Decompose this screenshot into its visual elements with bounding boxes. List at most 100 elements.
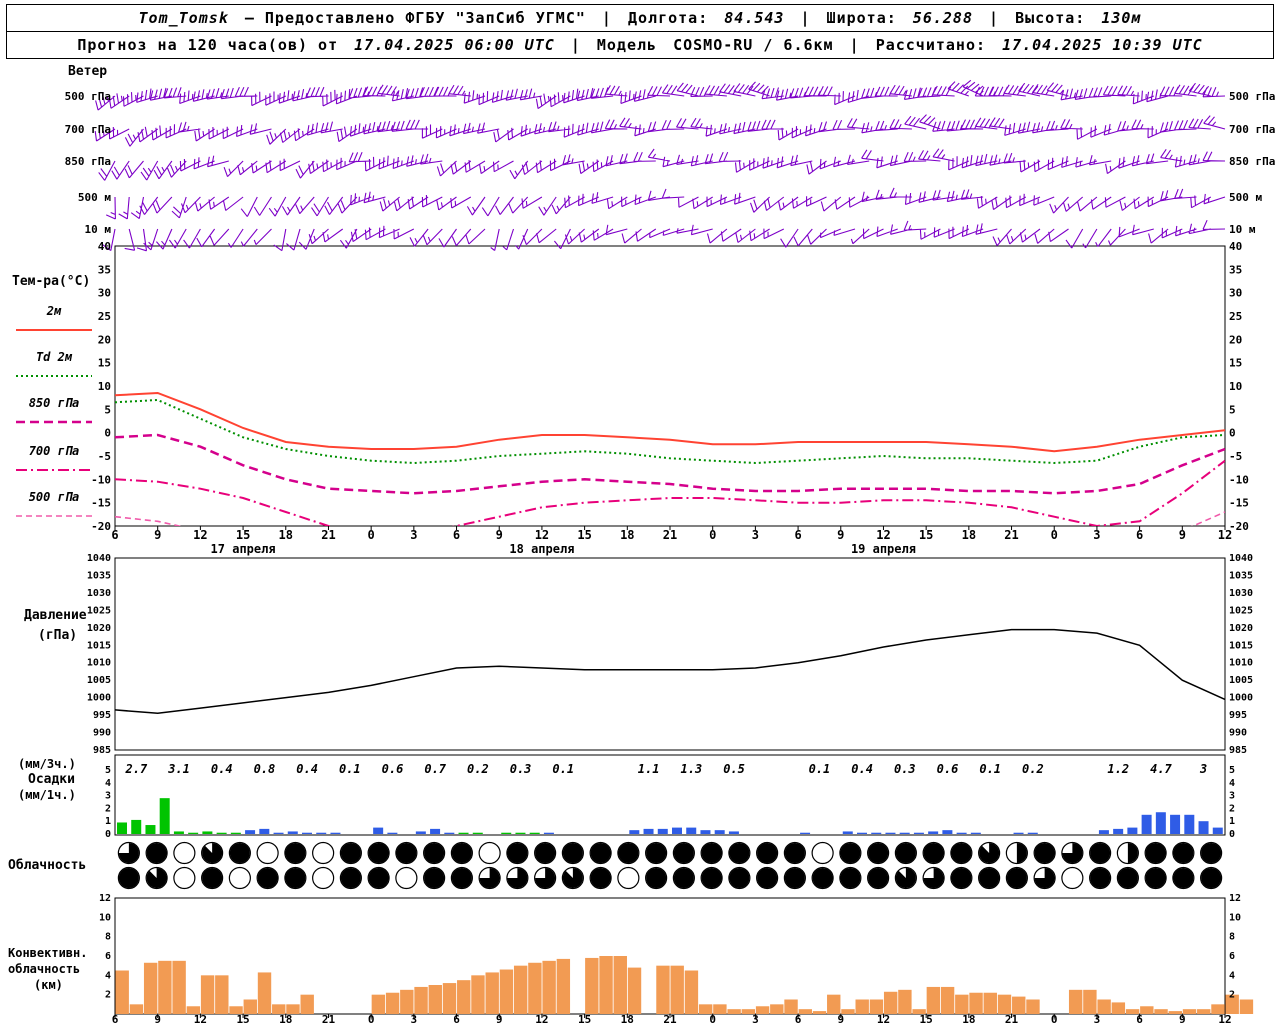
wind-barbs-500 м — [105, 187, 1226, 220]
svg-text:12: 12 — [193, 528, 207, 542]
pressure-label: Давление — [24, 608, 87, 623]
svg-text:1.2: 1.2 — [1107, 762, 1129, 776]
precip-bar — [942, 830, 953, 834]
svg-text:8: 8 — [105, 932, 111, 943]
conv-cloud-bar — [1068, 989, 1083, 1014]
precip-bar — [1113, 828, 1124, 834]
svg-text:500 м: 500 м — [1229, 191, 1262, 204]
svg-text:1040: 1040 — [1229, 553, 1253, 564]
svg-text:2: 2 — [105, 803, 111, 814]
svg-text:12: 12 — [535, 1013, 548, 1024]
precip-bar — [629, 830, 640, 834]
conv-cloud-bar — [798, 1009, 812, 1014]
svg-text:25: 25 — [1229, 310, 1242, 323]
svg-text:21: 21 — [322, 1013, 336, 1024]
svg-text:12: 12 — [1218, 1013, 1231, 1024]
conv-cloud-bar — [257, 972, 272, 1014]
svg-text:6: 6 — [794, 528, 801, 542]
svg-text:0.1: 0.1 — [339, 762, 361, 776]
svg-text:9: 9 — [837, 528, 844, 542]
svg-text:1025: 1025 — [87, 605, 111, 616]
legend-line-sample — [16, 375, 92, 377]
temp-series-2м — [115, 391, 1225, 453]
conv-cloud-bar — [883, 991, 898, 1014]
svg-text:15: 15 — [1229, 357, 1242, 370]
svg-text:700 гПа: 700 гПа — [1229, 123, 1275, 136]
conv-cloud-bar — [1012, 996, 1026, 1014]
conv-cloud-bar — [940, 986, 955, 1014]
precip-bar — [472, 832, 483, 834]
conv-cloud-bar — [457, 980, 471, 1014]
conv-cloud-bar — [129, 1004, 144, 1014]
precip-bar — [515, 832, 526, 834]
svg-text:17 апреля: 17 апреля — [211, 542, 276, 556]
longitude-value: 84.543 — [724, 9, 785, 27]
altitude-value: 130м — [1101, 9, 1142, 27]
svg-text:2: 2 — [105, 990, 111, 1001]
precip-bar — [245, 830, 256, 834]
conv-cloud-bar — [912, 1009, 926, 1014]
precip-bar — [1127, 827, 1138, 834]
svg-text:12: 12 — [877, 1013, 890, 1024]
svg-text:10: 10 — [98, 380, 111, 393]
svg-text:3: 3 — [752, 1013, 759, 1024]
precip-bar — [543, 832, 554, 834]
svg-text:5: 5 — [104, 403, 111, 416]
svg-text:0.8: 0.8 — [254, 762, 276, 776]
svg-text:0.6: 0.6 — [937, 762, 959, 776]
separator: | — [570, 36, 581, 54]
precip-3h-unit-label: (мм/3ч.) — [18, 757, 76, 771]
svg-text:9: 9 — [154, 1013, 161, 1024]
conv-panel-label-1: Конвективн. — [8, 946, 88, 960]
conv-cloud-bar — [229, 1006, 243, 1014]
svg-text:700 гПа: 700 гПа — [65, 123, 111, 136]
legend-line-sample — [16, 469, 92, 471]
svg-text:4: 4 — [105, 970, 111, 981]
conv-cloud-bar — [1239, 999, 1254, 1014]
precip-bar — [871, 832, 882, 834]
wind-barbs-500 гПа — [95, 79, 1226, 111]
svg-text:40: 40 — [98, 240, 111, 253]
conv-cloud-bar — [855, 999, 869, 1014]
svg-text:18: 18 — [279, 528, 293, 542]
conv-cloud-bar — [1211, 1004, 1225, 1014]
precip-bar — [800, 832, 811, 834]
svg-text:9: 9 — [496, 528, 503, 542]
precip-bar — [330, 832, 341, 834]
wind-barbs-700 гПа — [94, 114, 1226, 147]
conv-cloud-bar — [670, 965, 684, 1014]
svg-text:30: 30 — [98, 287, 111, 300]
svg-text:0: 0 — [1229, 829, 1235, 840]
conv-cloud-bar — [400, 989, 414, 1014]
precip-bar — [1198, 821, 1209, 834]
svg-text:15: 15 — [98, 357, 111, 370]
svg-text:0.5: 0.5 — [723, 762, 745, 776]
precip-bar — [1184, 814, 1195, 834]
svg-text:1.3: 1.3 — [681, 762, 703, 776]
svg-text:18: 18 — [962, 1013, 975, 1024]
legend-line-sample — [16, 515, 92, 517]
precip-bar — [159, 798, 170, 834]
svg-text:2.7: 2.7 — [125, 762, 148, 776]
precip-bar — [287, 831, 298, 834]
precip-1h-unit-label: (мм/1ч.) — [18, 788, 76, 802]
svg-text:3: 3 — [411, 1013, 418, 1024]
conv-axis-labels: 12 12 10 10 8 8 6 6 4 4 2 2 — [99, 893, 1241, 1001]
wind-level-labels: 500 гПа 500 гПа 700 гПа 700 гПа 850 гПа 850 г… — [65, 90, 1276, 236]
precip-bar — [899, 832, 910, 834]
cloud-cover-symbol — [312, 866, 335, 890]
svg-text:30: 30 — [1229, 287, 1242, 300]
conv-cloud-bar — [1026, 999, 1040, 1014]
precip-bar — [501, 832, 512, 834]
svg-text:0: 0 — [105, 829, 111, 840]
svg-text:3: 3 — [105, 791, 111, 802]
svg-text:-10: -10 — [91, 473, 111, 486]
svg-text:0: 0 — [1051, 528, 1058, 542]
svg-text:0: 0 — [368, 1013, 375, 1024]
svg-text:850 гПа: 850 гПа — [65, 155, 111, 168]
svg-text:1015: 1015 — [87, 640, 111, 651]
cloud-panel-label: Облачность — [8, 858, 87, 873]
svg-text:3: 3 — [1094, 1013, 1101, 1024]
svg-text:25: 25 — [98, 310, 111, 323]
precip-bar — [842, 831, 853, 834]
